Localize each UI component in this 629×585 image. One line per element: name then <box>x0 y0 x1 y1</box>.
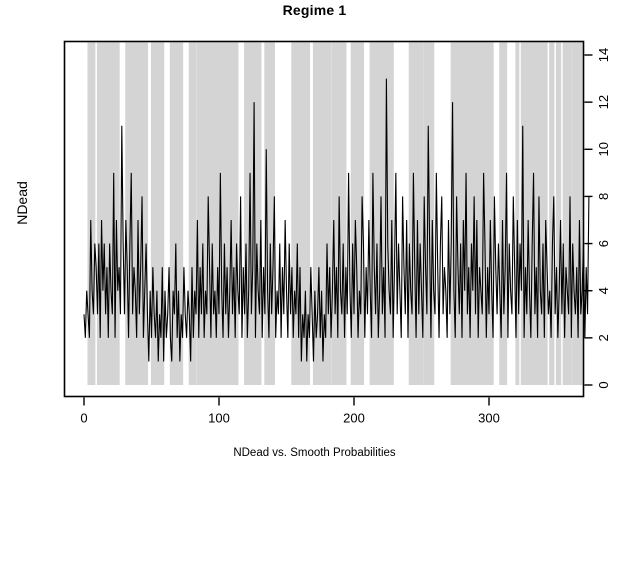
probability-band <box>391 42 394 385</box>
x-axis-tick-label: 300 <box>478 411 500 426</box>
probability-band <box>408 42 416 385</box>
probability-band <box>106 42 115 385</box>
probability-band <box>418 42 424 385</box>
probability-band <box>454 42 463 385</box>
probability-band <box>580 42 583 385</box>
probability-band <box>113 42 120 385</box>
probability-band <box>416 42 420 385</box>
x-axis-tick-label: 100 <box>208 411 230 426</box>
probability-band <box>543 42 548 385</box>
probability-band <box>318 42 327 385</box>
probability-band <box>331 42 340 385</box>
x-axis-tick-label: 200 <box>343 411 365 426</box>
probability-band <box>325 42 332 385</box>
probability-band <box>291 42 298 385</box>
probability-band <box>484 42 491 385</box>
probability-band <box>150 42 159 385</box>
probability-band <box>134 42 142 385</box>
probability-band <box>102 42 108 385</box>
x-axis-label: NDead vs. Smooth Probabilities <box>233 447 396 459</box>
probability-band <box>157 42 165 385</box>
probability-band <box>199 42 208 385</box>
probability-band <box>562 42 571 385</box>
probability-band <box>245 42 248 385</box>
probability-band <box>254 42 262 385</box>
probability-band <box>96 42 104 385</box>
y-axis-tick-label: 4 <box>596 287 611 294</box>
probability-band <box>423 42 431 385</box>
probability-band <box>338 42 347 385</box>
probability-band <box>499 42 508 385</box>
probability-band <box>208 42 212 385</box>
probability-band <box>515 42 520 385</box>
probability-band <box>125 42 130 385</box>
y-axis-tick-label: 10 <box>596 142 611 156</box>
probability-band <box>234 42 239 385</box>
y-axis-tick-label: 0 <box>596 381 611 388</box>
y-axis-tick-label: 14 <box>596 48 611 62</box>
ndead-series-line <box>83 78 590 362</box>
probability-band <box>264 42 273 385</box>
probability-band <box>469 42 477 385</box>
probability-band <box>414 42 419 385</box>
probability-band <box>373 42 379 385</box>
probability-band <box>271 42 275 385</box>
y-axis-ticks-group: 0 2 4 6 8 10 12 14 <box>584 48 611 389</box>
probability-band <box>555 42 562 385</box>
y-axis-tick-label: 8 <box>596 193 611 200</box>
chart-canvas: 0 100 200 300 0 2 4 6 8 10 12 14 <box>63 40 611 426</box>
probability-band <box>217 42 221 385</box>
ndead-line-group <box>83 78 590 362</box>
probability-band <box>296 42 301 385</box>
probability-band <box>188 42 197 385</box>
probability-band <box>489 42 494 385</box>
probability-band <box>549 42 555 385</box>
probability-band <box>577 42 582 385</box>
probability-band <box>429 42 435 385</box>
probability-band <box>210 42 219 385</box>
probability-band <box>461 42 464 385</box>
probability-band <box>357 42 365 385</box>
probability-band <box>140 42 149 385</box>
probability-band <box>223 42 231 385</box>
x-axis-tick-label: 0 <box>80 411 87 426</box>
probability-band <box>532 42 541 385</box>
probability-band <box>527 42 535 385</box>
probability-band <box>173 42 177 385</box>
y-axis-tick-label: 12 <box>596 95 611 109</box>
probability-band <box>88 42 96 385</box>
probability-band <box>229 42 236 385</box>
probability-band <box>196 42 201 385</box>
probability-band <box>312 42 319 385</box>
plot-frame <box>63 40 585 398</box>
probability-band <box>299 42 308 385</box>
probability-band <box>572 42 576 385</box>
probability-band <box>539 42 545 385</box>
probability-band <box>169 42 176 385</box>
chart-title: Regime 1 <box>282 2 347 18</box>
probability-band <box>474 42 482 385</box>
probability-band <box>244 42 247 385</box>
probability-band <box>306 42 311 385</box>
y-axis-tick-label: 6 <box>596 240 611 247</box>
probability-band <box>219 42 225 385</box>
probability-band <box>387 42 393 385</box>
probability-band <box>175 42 184 385</box>
probability-band <box>350 42 359 385</box>
probability-band <box>252 42 257 385</box>
probability-band <box>316 42 320 385</box>
y-axis-tick-label: 2 <box>596 334 611 341</box>
probability-band <box>520 42 529 385</box>
watermark-overlay: 0.5 s://blog.csdn.net/qq_119.8002 @稀土掘金技… <box>0 505 629 585</box>
probability-band <box>87 42 90 385</box>
x-axis-ticks-group: 0 100 200 300 <box>80 397 500 426</box>
probability-band <box>574 42 579 385</box>
